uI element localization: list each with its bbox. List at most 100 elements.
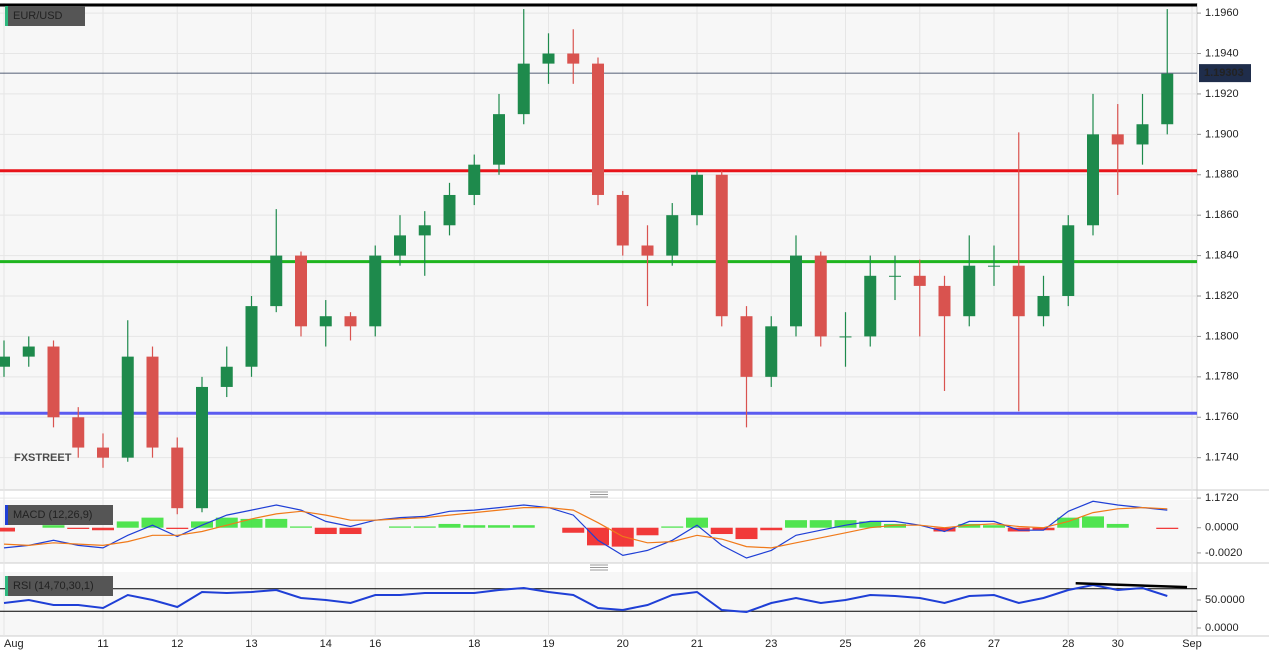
histogram-bar (67, 527, 90, 529)
candle-body (814, 255, 827, 337)
rsi-line (3, 583, 1168, 614)
candle-body (889, 275, 901, 277)
candle-body (641, 245, 654, 256)
rsi-panel (0, 572, 1197, 636)
histogram-bar (438, 523, 461, 528)
candle-body (790, 255, 802, 327)
panel-handle[interactable] (590, 491, 608, 571)
candle-body (468, 164, 481, 195)
x-tick-label: 13 (245, 638, 257, 650)
x-tick-label: 12 (171, 638, 183, 650)
candle-body (319, 316, 332, 327)
layers: Aug 11 12 13 14 16 18 19 20 21 23 25 26 27 28 30 Sep 1.17… (0, 3, 1251, 650)
histogram-bar (512, 525, 535, 528)
candle-body (839, 336, 852, 338)
histogram-bar (166, 527, 189, 529)
y-tick-label: 1.1840 (1205, 249, 1239, 261)
histogram-bar (760, 527, 783, 531)
candle-body (1062, 225, 1075, 297)
histogram-bar (884, 523, 906, 528)
trendline (1075, 581, 1188, 589)
title-accent (5, 505, 8, 525)
candle-body (270, 255, 283, 307)
candle-body (1087, 134, 1099, 226)
candle-body (418, 225, 431, 236)
histogram-bar (611, 527, 634, 547)
candle-body (1012, 265, 1025, 317)
candle-body (988, 265, 1000, 267)
y-tick-label: 0.0000 (1205, 522, 1239, 534)
panel-title: RSI (14,70,30,1) (13, 580, 94, 592)
histogram-bar (389, 526, 411, 528)
histogram-bar (92, 527, 114, 531)
candle-body (542, 53, 555, 64)
histogram-bar (710, 527, 733, 535)
x-tick-label: 23 (765, 638, 777, 650)
x-tick-label: 14 (320, 638, 332, 650)
y-tick-label: 1.1820 (1205, 290, 1239, 302)
candle-body (121, 356, 134, 458)
candle-body (913, 275, 926, 286)
candle-body (146, 356, 159, 448)
histogram-bar (983, 525, 1005, 528)
histogram-bar (661, 526, 684, 528)
histogram-bar (636, 527, 659, 536)
histogram-bar (1057, 517, 1080, 528)
x-tick-label: 20 (617, 638, 629, 650)
histogram-bar (859, 521, 882, 528)
candle-body (245, 306, 258, 367)
candle-body (938, 285, 951, 317)
y-tick-label: 1.1860 (1205, 209, 1239, 221)
histogram-bar (562, 527, 585, 533)
histogram-bar (0, 527, 15, 532)
histogram-bar (314, 527, 337, 535)
title-accent (5, 576, 8, 596)
candle-body (1111, 134, 1124, 145)
candle-body (765, 326, 778, 377)
macd-line (3, 500, 1168, 559)
x-tick-label: 30 (1112, 638, 1124, 650)
candle-body (443, 194, 456, 226)
y-tick-label: -0.0020 (1205, 547, 1242, 559)
title-box (5, 6, 85, 26)
panel-title: MACD (12,26,9) (13, 509, 92, 521)
candle-body (864, 275, 877, 337)
candle-body (1136, 124, 1149, 145)
histogram-bar (463, 525, 486, 528)
y-tick-label: 0.0000 (1205, 622, 1239, 634)
histogram-bar (265, 518, 288, 528)
x-tick-label: 19 (542, 638, 554, 650)
candle-body (394, 235, 406, 256)
y-tick-label: 1.1740 (1205, 452, 1239, 464)
candle-body (196, 386, 208, 509)
histogram-bar (1082, 516, 1104, 528)
y-tick-label: 1.1800 (1205, 330, 1239, 342)
x-tick-label: 16 (369, 638, 381, 650)
y-tick-label: 1.1720 (1205, 492, 1239, 504)
candle-body (0, 356, 10, 367)
histogram-bar (785, 520, 807, 528)
x-tick-label: Sep (1182, 638, 1202, 650)
histogram-bar (42, 525, 65, 528)
x-tick-label: 27 (988, 638, 1000, 650)
y-tick-label: 50.0000 (1205, 594, 1245, 606)
candle-body (1161, 73, 1174, 125)
histogram-bar (413, 526, 436, 528)
y-tick-label: 1.1760 (1205, 411, 1239, 423)
histogram-bar (1106, 523, 1129, 528)
title-box (5, 576, 113, 596)
y-tick-label: 1.1920 (1205, 88, 1239, 100)
candle-body (517, 63, 530, 115)
watermark: FXSTREET (14, 452, 72, 464)
last-price-box (1199, 64, 1251, 83)
candle-body (616, 194, 629, 246)
y-tick-label: 1.1880 (1205, 169, 1239, 181)
candle-body (592, 63, 604, 195)
candle-body (1037, 296, 1050, 317)
histogram-bar (686, 517, 708, 528)
candle-body (567, 53, 580, 64)
title-accent (5, 6, 8, 26)
x-tick-label: 18 (468, 638, 480, 650)
candle-body (22, 346, 35, 357)
